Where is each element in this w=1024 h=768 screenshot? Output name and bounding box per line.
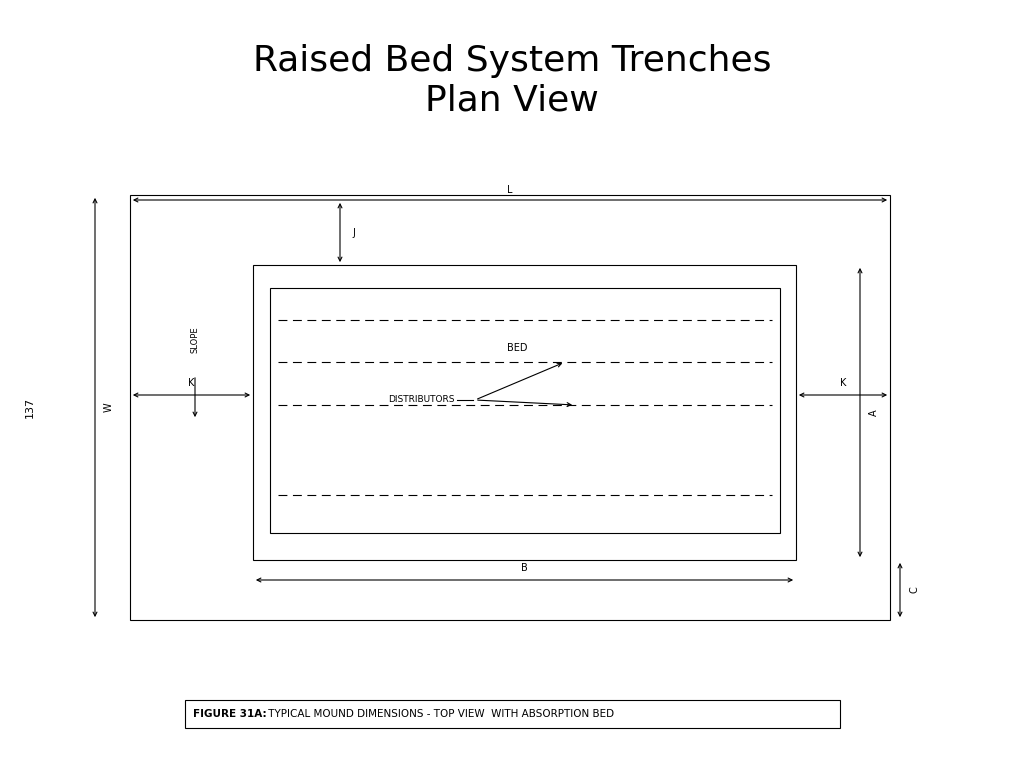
- Text: DISTRIBUTORS: DISTRIBUTORS: [388, 396, 455, 405]
- Text: Raised Bed System Trenches
Plan View: Raised Bed System Trenches Plan View: [253, 44, 771, 118]
- Text: FIGURE 31A:: FIGURE 31A:: [193, 709, 266, 719]
- Text: L: L: [507, 185, 513, 195]
- Text: W: W: [104, 402, 114, 412]
- Text: SLOPE: SLOPE: [190, 326, 200, 353]
- Bar: [130, 195, 890, 620]
- Text: K: K: [840, 378, 846, 388]
- Bar: [270, 288, 780, 533]
- Text: BED: BED: [507, 343, 527, 353]
- Bar: [253, 265, 796, 560]
- Text: J: J: [352, 227, 355, 237]
- Text: C: C: [909, 587, 919, 594]
- Text: K: K: [188, 378, 195, 388]
- Text: TYPICAL MOUND DIMENSIONS - TOP VIEW  WITH ABSORPTION BED: TYPICAL MOUND DIMENSIONS - TOP VIEW WITH…: [265, 709, 614, 719]
- Text: 137: 137: [25, 396, 35, 418]
- Bar: [185, 700, 840, 728]
- Text: B: B: [521, 563, 528, 573]
- Text: A: A: [869, 409, 879, 415]
